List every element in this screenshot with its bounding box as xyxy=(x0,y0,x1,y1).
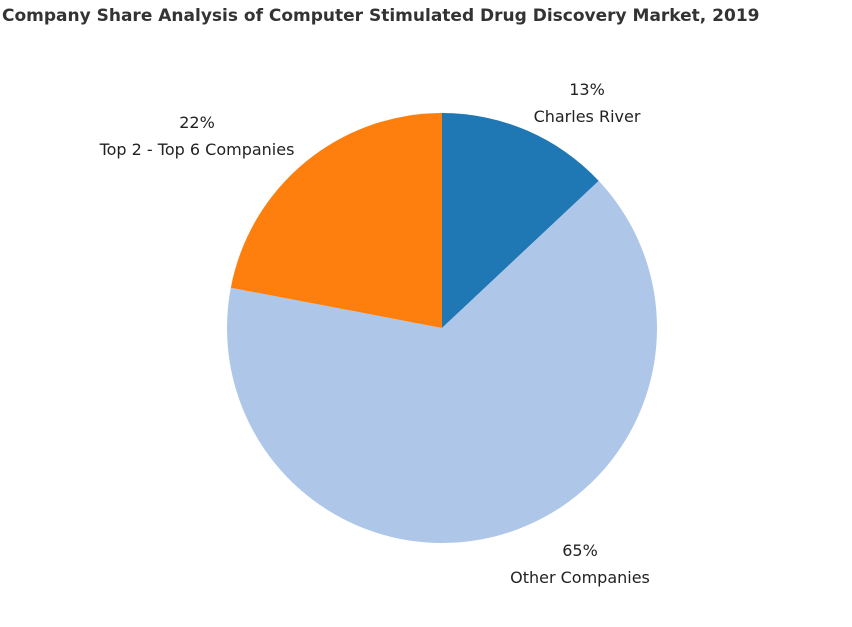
pie-slice-top-2-top-6-companies xyxy=(230,113,442,328)
slice-value-label: 65% xyxy=(562,541,598,560)
chart-title: Company Share Analysis of Computer Stimu… xyxy=(2,6,760,26)
slice-value-label: 13% xyxy=(569,80,605,99)
slice-name-label: Top 2 - Top 6 Companies xyxy=(99,140,295,159)
pie-slice-other-companies xyxy=(227,180,658,543)
slice-name-label: Other Companies xyxy=(510,568,650,587)
pie-slice-charles-river xyxy=(442,113,599,328)
slice-value-label: 22% xyxy=(179,113,215,132)
slice-name-label: Charles River xyxy=(534,107,641,126)
pie-slices xyxy=(227,113,658,543)
pie-labels: 13% Charles River 65% Other Companies 22% Top… xyxy=(99,80,650,587)
